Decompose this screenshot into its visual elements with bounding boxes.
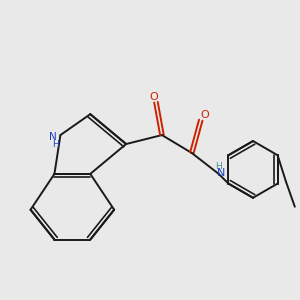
Text: H: H: [215, 162, 222, 171]
Text: N: N: [217, 168, 225, 178]
Text: N: N: [49, 132, 57, 142]
Text: O: O: [200, 110, 209, 120]
Text: H: H: [52, 140, 59, 148]
Text: O: O: [149, 92, 158, 102]
